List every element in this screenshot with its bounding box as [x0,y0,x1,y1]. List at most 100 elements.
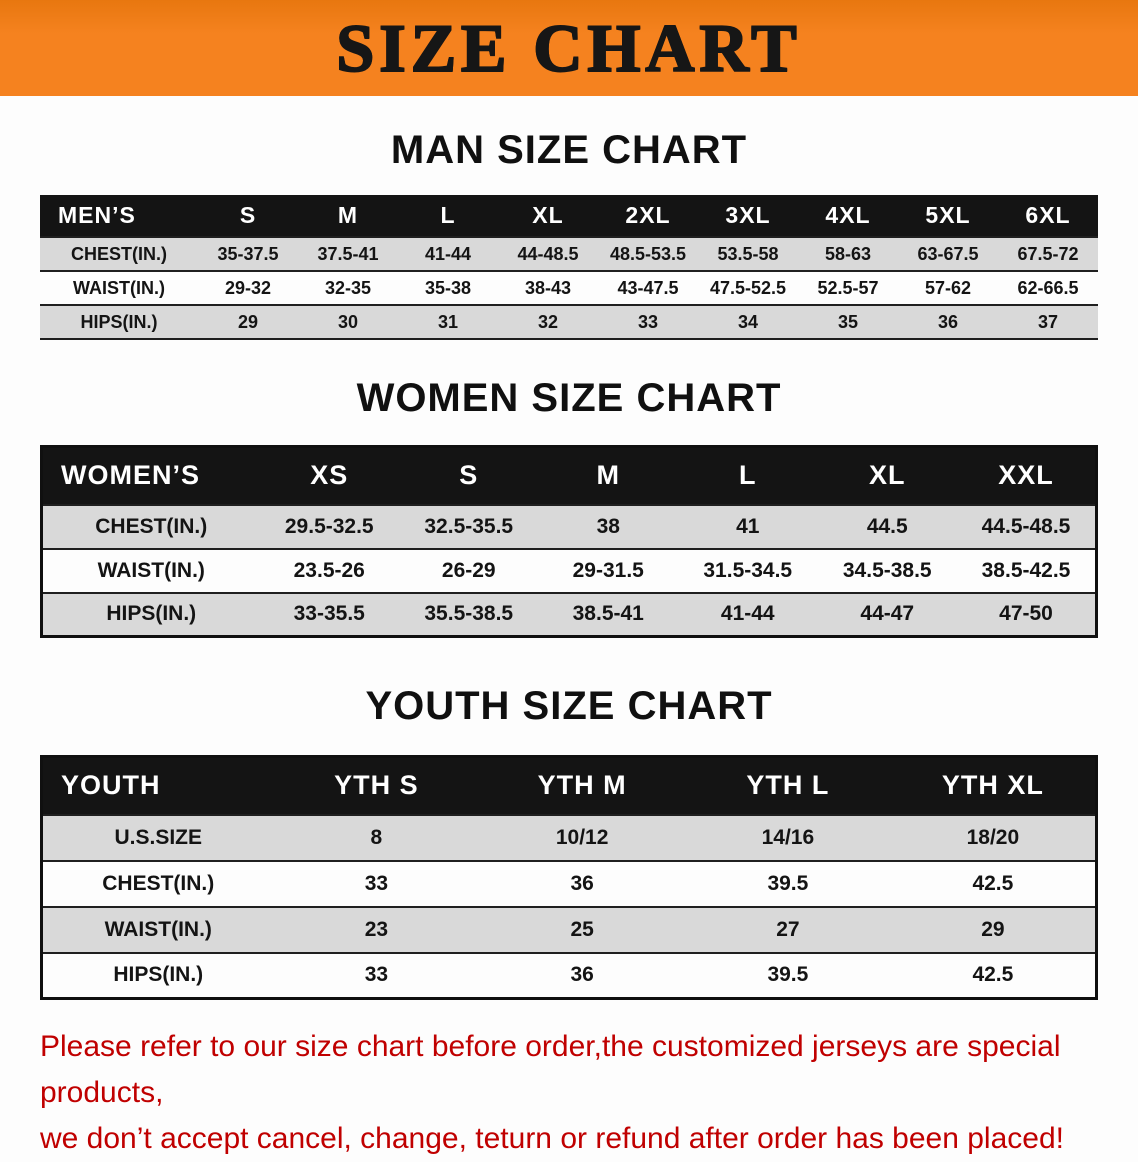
size-value: 43-47.5 [617,277,679,298]
size-value: 38 [596,514,620,538]
size-value: 29.5-32.5 [284,514,374,538]
size-value: 33 [364,963,389,987]
size-value: 67.5-72 [1017,243,1079,264]
size-value: 36 [937,311,959,332]
table-row: HIPS(IN.) 33-35.5 35.5-38.5 38.5-41 41-44 44-… [41,592,1097,637]
size-value: 41 [736,514,760,538]
size-value: 27 [776,917,800,941]
notice-line-2: we don’t accept cancel, change, teturn o… [40,1122,1064,1155]
size-value: 29 [981,917,1005,941]
men-size-table: MEN’S S M L XL 2XL 3XL 4XL 5XL 6XL CHEST(IN.) 35-37… [40,195,1098,340]
size-column-header: YTH XL [890,756,1097,815]
size-value: 14/16 [761,825,815,849]
size-column-header: M [538,446,678,505]
men-size-section: MAN SIZE CHART MEN’S S M L XL 2XL 3XL 4XL 5XL 6XL… [0,128,1138,340]
size-value: 33 [364,871,389,895]
size-column-header: YTH L [685,756,891,815]
row-label: HIPS(IN.) [113,963,204,987]
size-value: 48.5-53.5 [609,243,687,264]
size-value: 38.5-41 [572,602,644,626]
table-row: U.S.SIZE 8 10/12 14/16 18/20 [41,814,1097,861]
row-label: WAIST(IN.) [97,558,205,582]
banner: SIZE CHART [0,0,1138,96]
size-value: 44.5-48.5 [981,514,1071,538]
size-value: 35.5-38.5 [424,602,514,626]
size-value: 36 [570,963,594,987]
size-column-header: 5XL [898,195,998,237]
table-row: WAIST(IN.) 23.5-26 26-29 29-31.5 31.5-34.5 34… [41,548,1097,593]
table-row: HIPS(IN.) 29 30 31 32 33 34 35 36 37 [40,305,1098,339]
size-column-header: L [678,446,818,505]
size-value: 44.5 [866,514,908,538]
size-value: 33 [637,311,659,332]
size-column-header: YTH S [273,756,480,815]
men-section-heading: MAN SIZE CHART [390,128,748,172]
women-size-table: WOMEN’S XS S M L XL XXL CHEST(IN.) 29.5-32.5 32.5… [40,445,1098,638]
table-row: WAIST(IN.) 23 25 27 29 [41,906,1097,953]
table-row: CHEST(IN.) 33 36 39.5 42.5 [41,860,1097,907]
size-value: 53.5-58 [717,243,779,264]
youth-size-table: YOUTH YTH S YTH M YTH L YTH XL U.S.SIZE 8 10/12… [40,755,1098,1000]
table-header-row: MEN’S S M L XL 2XL 3XL 4XL 5XL 6XL [40,195,1098,237]
size-value: 29-32 [224,277,272,298]
size-column-header: XL [817,446,957,505]
size-value: 10/12 [555,825,609,849]
youth-section-heading: YOUTH SIZE CHART [365,684,773,728]
size-column-header: 2XL [598,195,698,237]
size-value: 29 [237,311,259,332]
size-column-header: 4XL [798,195,898,237]
size-value: 25 [570,917,594,941]
size-column-header: XL [498,195,598,237]
size-value: 31.5-34.5 [703,558,793,582]
size-value: 57-62 [924,277,972,298]
size-value: 39.5 [767,963,809,987]
row-label: WAIST(IN.) [104,917,212,941]
size-value: 32-35 [324,277,372,298]
size-value: 52.5-57 [817,277,879,298]
size-value: 41-44 [424,243,472,264]
table-corner-label: MEN’S [40,195,198,237]
row-label: CHEST(IN.) [102,871,215,895]
size-value: 31 [437,311,459,332]
row-label: WAIST(IN.) [73,277,165,298]
size-value: 29-31.5 [572,558,644,582]
women-size-section: WOMEN SIZE CHART WOMEN’S XS S M L XL XXL CHEST(… [0,376,1138,638]
size-column-header: S [198,195,298,237]
size-value: 23 [364,917,389,941]
size-value: 30 [337,311,359,332]
table-row: CHEST(IN.) 35-37.5 37.5-41 41-44 44-48.5 48.5… [40,237,1098,271]
size-value: 44-47 [860,602,915,626]
table-corner-label: YOUTH [41,756,274,815]
size-column-header: YTH M [479,756,685,815]
size-value: 42.5 [972,871,1014,895]
size-value: 36 [570,871,594,895]
size-column-header: 3XL [698,195,798,237]
table-header-row: WOMEN’S XS S M L XL XXL [41,446,1097,505]
youth-size-section: YOUTH SIZE CHART YOUTH YTH S YTH M YTH L YTH… [0,684,1138,1000]
size-value: 34 [737,311,759,332]
size-column-header: L [398,195,498,237]
size-value: 32 [537,311,559,332]
table-row: CHEST(IN.) 29.5-32.5 32.5-35.5 38 41 44.5 44.5… [41,504,1097,549]
women-section-heading: WOMEN SIZE CHART [356,376,782,420]
size-value: 62-66.5 [1017,277,1079,298]
size-column-header: M [298,195,398,237]
row-label: U.S.SIZE [114,825,203,849]
size-value: 35 [837,311,859,332]
row-label: HIPS(IN.) [80,311,158,332]
size-value: 35-37.5 [217,243,279,264]
size-value: 32.5-35.5 [424,514,514,538]
size-value: 38-43 [524,277,572,298]
table-row: WAIST(IN.) 29-32 32-35 35-38 38-43 43-47.5 47.… [40,271,1098,305]
size-value: 33-35.5 [293,602,365,626]
size-value: 26-29 [441,558,496,582]
size-value: 58-63 [824,243,872,264]
notice-line-1: Please refer to our size chart before or… [40,1030,1061,1109]
size-value: 23.5-26 [293,558,365,582]
size-value: 41-44 [720,602,775,626]
size-value: 47.5-52.5 [709,277,787,298]
size-column-header: XXL [957,446,1097,505]
order-notice: Please refer to our size chart before or… [40,1024,1118,1162]
size-value: 37 [1037,311,1059,332]
